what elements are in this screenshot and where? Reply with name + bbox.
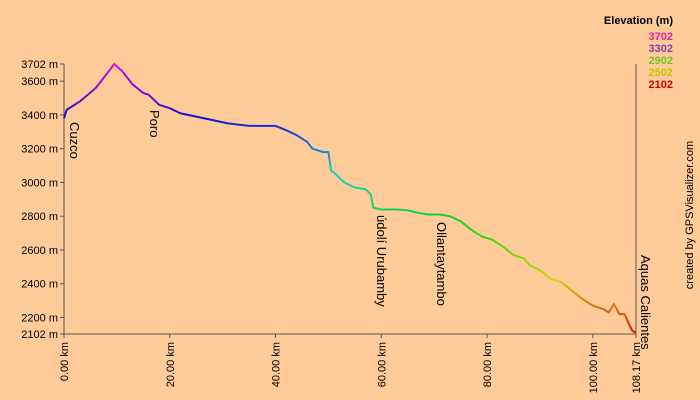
y-tick-label: 3200 m: [21, 144, 58, 156]
y-tick-label: 2800 m: [21, 211, 58, 223]
elevation-line: [63, 63, 637, 334]
legend-value: 2102: [649, 79, 673, 91]
y-tick-label: 2600 m: [21, 245, 58, 257]
legend-value: 2902: [649, 55, 673, 67]
legend-title: Elevation (m): [604, 15, 673, 27]
y-tick-label: 3702 m: [21, 59, 58, 71]
legend-value: 3702: [649, 31, 673, 43]
x-tick-label: 20.00 km: [165, 342, 177, 387]
legend-value: 2502: [649, 67, 673, 79]
y-tick-label: 3400 m: [21, 110, 58, 122]
y-tick-label: 3600 m: [21, 76, 58, 88]
annotation: Cuzco: [67, 122, 82, 159]
annotation: Ollantaytambo: [434, 222, 449, 306]
credit: created by GPSVisualizer.com: [684, 141, 696, 289]
y-tick-label: 2102 m: [21, 329, 58, 341]
x-tick-label: 60.00 km: [376, 342, 388, 387]
x-tick-label: 100.00 km: [588, 342, 600, 393]
x-tick-label: 0.00 km: [59, 342, 71, 381]
y-tick-label: 2200 m: [21, 312, 58, 324]
x-tick-label: 40.00 km: [271, 342, 283, 387]
annotation: Aquas Calientes: [638, 255, 653, 350]
x-tick-label: 108.17 km: [631, 342, 643, 393]
annotation: údolí Urubamby: [374, 215, 389, 307]
x-tick-label: 80.00 km: [482, 342, 494, 387]
annotation: Poro: [147, 110, 162, 137]
y-tick-label: 3000 m: [21, 177, 58, 189]
y-tick-label: 2400 m: [21, 279, 58, 291]
legend-value: 3302: [649, 43, 673, 55]
